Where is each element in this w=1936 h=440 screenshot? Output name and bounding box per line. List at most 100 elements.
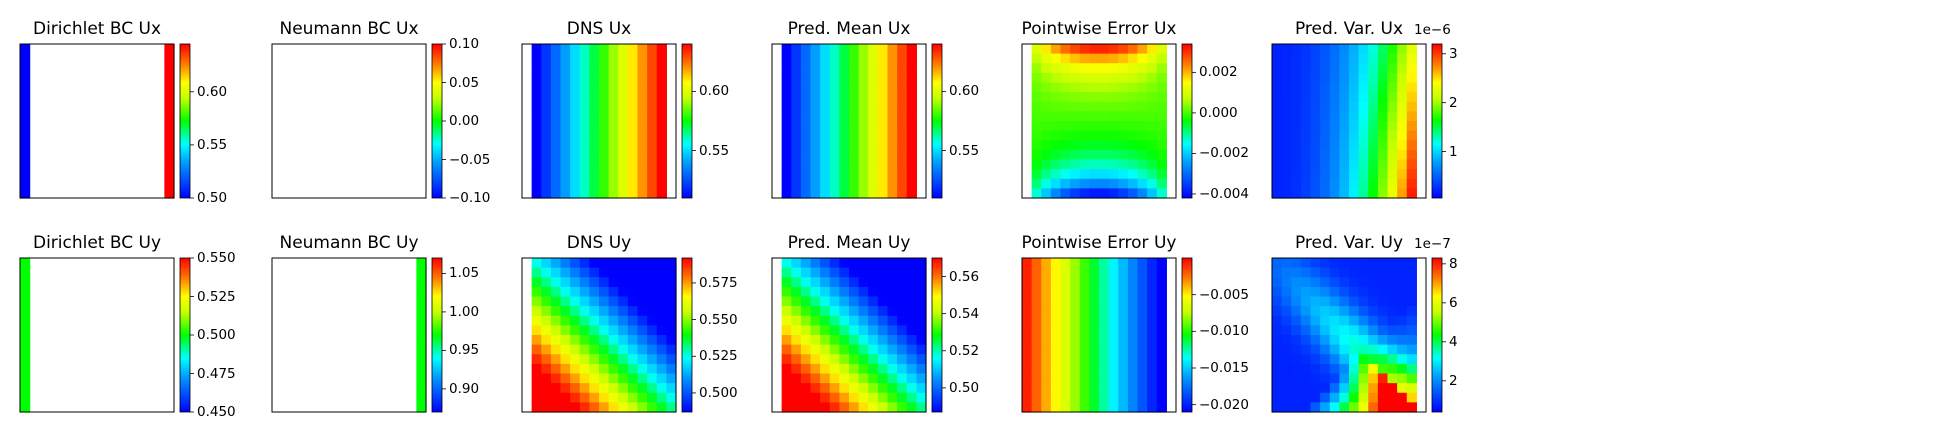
dns-ux-cell [579, 111, 590, 122]
pointwise-error-uy-cell [1127, 258, 1139, 269]
pred-mean-uy-cell [897, 306, 908, 317]
dns-uy-cell [599, 392, 610, 403]
pred-var-ux-cell [1339, 82, 1350, 93]
pred-var-ux-cell [1377, 159, 1389, 170]
neumann-bc-uy-cell [416, 354, 427, 365]
pointwise-error-uy-cell [1108, 258, 1119, 269]
pointwise-error-uy-cell [1022, 392, 1033, 403]
pointwise-error-ux-cell [1118, 63, 1129, 74]
dirichlet-bc-ux-cell [20, 169, 31, 180]
pred-var-ux-cell [1272, 44, 1283, 55]
dns-uy-cell [589, 392, 600, 403]
pred-mean-uy-cell [906, 373, 917, 384]
dns-uy-cell [560, 402, 571, 413]
pointwise-error-uy-cell [1147, 258, 1158, 269]
pointwise-error-uy-cell [1147, 277, 1158, 288]
pointwise-error-uy-cell [1079, 315, 1090, 326]
pointwise-error-uy-cell [1127, 373, 1139, 384]
dns-ux-cell [560, 44, 571, 55]
pred-mean-uy-cell [877, 344, 889, 355]
dns-ux-cell [541, 149, 552, 161]
pred-mean-uy-cell [858, 344, 869, 355]
dns-uy-cell [599, 344, 610, 355]
pred-mean-uy-cell [810, 335, 821, 346]
pointwise-error-ux-cell [1041, 130, 1052, 141]
pointwise-error-ux-cell [1079, 111, 1090, 122]
pointwise-error-ux-cell [1041, 169, 1052, 180]
pred-var-uy-cell [1320, 383, 1331, 394]
pointwise-error-uy-cell [1127, 354, 1139, 365]
dns-ux-cell [541, 178, 552, 189]
dns-ux-cell [531, 121, 542, 132]
pred-mean-uy-cell [829, 296, 840, 307]
dns-uy-cell [560, 392, 571, 403]
pred-var-uy-cell [1349, 306, 1360, 317]
pred-var-ux-cell [1368, 72, 1379, 84]
pred-mean-uy-cell [800, 402, 812, 413]
pred-mean-uy-cell [791, 296, 802, 307]
dns-ux-cell [589, 169, 600, 180]
dns-uy-colorbar-tick-label: 0.500 [699, 384, 738, 401]
dns-uy-cell [579, 267, 590, 278]
pred-var-ux-cell [1377, 188, 1389, 199]
pred-mean-uy-cell [877, 267, 889, 278]
pred-var-ux-cell [1281, 72, 1292, 84]
pred-var-uy-cell [1339, 344, 1350, 355]
dns-uy-cell [637, 383, 648, 394]
pred-mean-ux-cell [849, 53, 860, 64]
pred-var-ux-cell [1368, 149, 1379, 161]
dirichlet-bc-ux-cell [164, 149, 175, 161]
pointwise-error-uy-cell [1127, 335, 1139, 346]
pred-mean-uy-cell [791, 277, 802, 288]
pointwise-error-uy-cell [1108, 392, 1119, 403]
pointwise-error-uy-cell [1050, 383, 1062, 394]
pointwise-error-uy-cell [1079, 267, 1090, 278]
dns-uy-cell [570, 344, 581, 355]
pred-mean-uy-cell [849, 306, 860, 317]
pointwise-error-ux-cell [1108, 44, 1119, 55]
pred-mean-uy-cell [839, 258, 850, 269]
pointwise-error-ux-cell [1050, 72, 1062, 84]
pointwise-error-ux-cell [1118, 188, 1129, 199]
dns-ux-cell [589, 111, 600, 122]
pred-mean-ux-cell [858, 63, 869, 74]
pred-var-ux-cell [1320, 63, 1331, 74]
dns-ux-colorbar-tick-label: 0.55 [699, 142, 730, 159]
dns-ux-cell [531, 72, 542, 84]
pred-var-uy-cell [1397, 363, 1408, 375]
pointwise-error-uy-cell [1031, 344, 1042, 355]
dirichlet-bc-ux-cell [20, 140, 31, 151]
pred-var-uy-cell [1406, 258, 1417, 269]
dns-uy-cell [589, 296, 600, 307]
pred-mean-ux-cell [849, 130, 860, 141]
pointwise-error-ux-cell [1156, 82, 1167, 93]
dns-ux-cell [579, 121, 590, 132]
pointwise-error-ux-cell [1127, 188, 1139, 199]
pred-mean-ux-cell [839, 159, 850, 170]
pred-mean-ux-cell [791, 44, 802, 55]
pred-mean-uy-cell [839, 354, 850, 365]
dirichlet-bc-ux-plot-area [20, 44, 174, 198]
pointwise-error-ux-cell [1137, 159, 1148, 170]
pointwise-error-uy-cell [1127, 286, 1139, 298]
dns-uy-cell [531, 383, 542, 394]
dns-uy-cell [608, 325, 619, 336]
dns-uy-cell [608, 344, 619, 355]
pred-var-uy-colorbar [1431, 257, 1443, 413]
pointwise-error-uy-cell [1137, 315, 1148, 326]
pred-var-uy-cell [1300, 325, 1312, 336]
dns-uy-cell [550, 335, 562, 346]
pointwise-error-uy-cell [1089, 335, 1100, 346]
pred-var-uy-cell [1377, 363, 1389, 375]
pred-mean-uy-cell [877, 354, 889, 365]
pred-var-ux-colorbar [1431, 43, 1443, 199]
pred-mean-ux-cell [791, 130, 802, 141]
dns-uy-cell [647, 392, 658, 403]
pred-mean-ux-cell [906, 92, 917, 103]
pointwise-error-uy-cell [1099, 335, 1110, 346]
pred-mean-ux-cell [849, 92, 860, 103]
dns-uy-cell [560, 315, 571, 326]
pred-mean-ux-cell [868, 101, 879, 112]
pred-mean-uy-cell [906, 325, 917, 336]
pred-mean-uy-cell [897, 267, 908, 278]
